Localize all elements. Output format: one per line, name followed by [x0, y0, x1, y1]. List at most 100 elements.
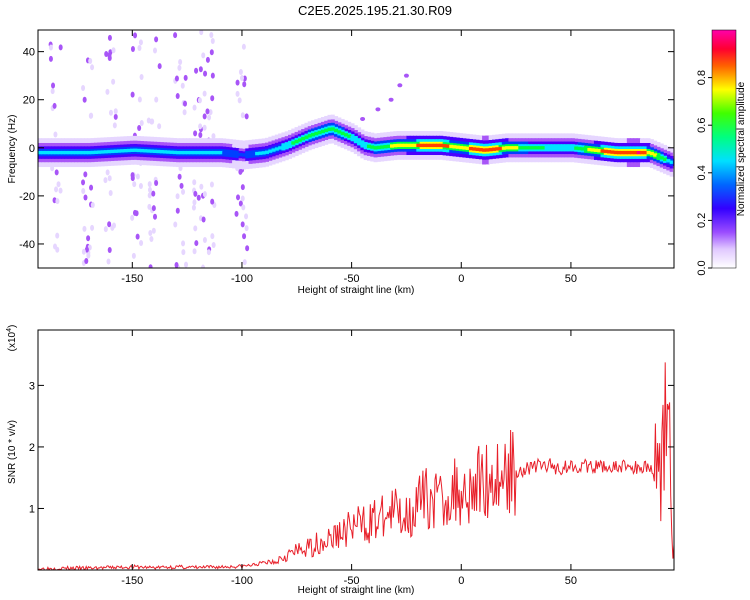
spectrogram-noise-cell [240, 221, 245, 228]
spectrogram-cell [264, 150, 269, 154]
spectrogram-cell [656, 154, 661, 159]
spectrogram-cell [567, 146, 572, 150]
spectrogram-cell [57, 150, 62, 155]
spectrogram-noise-cell [244, 213, 249, 220]
spectrogram-noise-cell [137, 124, 142, 131]
x-tick-label: -50 [344, 273, 360, 285]
spectrogram-noise-cell [82, 225, 87, 232]
spectrogram-noise-cell [240, 74, 245, 81]
spectrogram-noise-cell [210, 37, 215, 44]
snr-y-ticks: 1 2 3 [29, 380, 674, 515]
spectrogram-noise-cell [58, 44, 63, 51]
y-tick-label: 3 [29, 380, 35, 392]
colorbar-tick-label: 0.6 [696, 118, 708, 133]
spectrogram-noise-cell [53, 243, 58, 250]
snr-x-axis-label: Height of straight line (km) [298, 585, 415, 596]
spectrogram-cell [199, 150, 204, 155]
spectrogram-noise-cell [113, 113, 118, 120]
spectrogram-noise-cell [240, 112, 245, 119]
spectrogram-cell [218, 150, 223, 155]
colorbar-ticks: 0.0 0.2 0.4 0.6 0.8 [696, 70, 712, 276]
spectrogram-cell [357, 140, 362, 144]
spectrogram-cell [139, 148, 144, 153]
spectrogram-noise-cell [244, 113, 249, 120]
spectrogram-cell [44, 150, 49, 155]
colorbar-label: Normalized spectral amplitude [736, 81, 747, 216]
spectrogram-cell [350, 136, 355, 140]
spectrogram-cell [380, 145, 385, 149]
spectrogram-panel: -150 -100 -50 0 50 -40 -20 0 20 40 Height of str… [7, 29, 675, 296]
spectrogram-noise-cell [147, 192, 152, 199]
spectrogram-cell [153, 149, 158, 154]
spectrogram-cell [386, 144, 391, 149]
spectrogram-noise-cell [81, 248, 86, 255]
spectrogram-noise-cell [157, 63, 162, 70]
spectrogram-cell [600, 149, 605, 153]
spectrogram-noise-cell [173, 32, 178, 39]
spectrogram-cell [169, 150, 174, 154]
spectrogram-cell [383, 145, 388, 149]
spectrogram-cell [501, 146, 506, 150]
spectrogram-cell [554, 146, 559, 150]
spectrogram-noise-cell [210, 72, 215, 79]
spectrogram-cell [436, 143, 441, 148]
spectrogram-noise-cell [174, 75, 179, 82]
spectrogram-noise-cell [209, 31, 214, 38]
spectrogram-noise-cell [234, 210, 239, 217]
spectrogram-cell [255, 151, 260, 156]
spectrogram-cell [222, 151, 227, 155]
spectrogram-noise-cell [90, 224, 95, 231]
spectrogram-cell [317, 130, 322, 135]
spectrogram-cell [103, 150, 108, 154]
spectrogram-cell [416, 143, 421, 148]
spectrogram-frame [37, 29, 675, 269]
spectrogram-cell [551, 146, 556, 150]
colorbar-tick-label: 0.0 [696, 260, 708, 275]
spectrogram-noise-cell [54, 186, 59, 193]
spectrogram-noise-cell [81, 187, 86, 194]
spectrogram-noise-cell [183, 100, 188, 107]
spectrogram-cell [146, 149, 151, 153]
spectrogram-noise-cell [154, 179, 159, 186]
spectrogram-cell [248, 152, 253, 156]
spectrogram-noise-cell [83, 194, 88, 201]
spectrogram-noise-cell [108, 190, 113, 197]
spectrogram-cell [672, 160, 674, 164]
spectrogram-noise-cell [86, 235, 91, 242]
spectrogram-noise-cell [235, 90, 240, 97]
spectrogram-noise-cell [178, 58, 183, 65]
spectrogram-cell [61, 150, 66, 155]
spectrogram-cell [97, 150, 102, 154]
spectrogram-noise-cell [138, 183, 143, 190]
spectrogram-cell [626, 150, 631, 155]
spectrogram-cell [426, 143, 431, 148]
spectrogram-cell [225, 151, 230, 155]
spectrogram-cell [633, 150, 638, 155]
spectrogram-cell [202, 150, 207, 155]
colorbar-tick-label: 0.2 [696, 213, 708, 228]
spectrogram-noise-cell [202, 237, 207, 244]
spectrogram-noise-cell [199, 183, 204, 190]
spectrogram-noise-cell [108, 109, 113, 116]
spectrogram-noise-cell [139, 120, 144, 127]
spectrogram-noise-cell [202, 191, 207, 198]
spectrogram-noise-cell [194, 67, 199, 74]
spectrogram-cell [475, 147, 480, 152]
spectrogram-noise-cell [138, 39, 143, 46]
spectrogram-noise-cell [209, 181, 214, 188]
spectrogram-cell [87, 150, 92, 155]
spectrogram-noise-cell [107, 52, 112, 59]
spectrogram-noise-cell [151, 205, 156, 212]
spectrogram-cell [176, 150, 181, 155]
spectrogram-cell [518, 146, 523, 150]
spectrogram-cell [666, 159, 671, 163]
spectrogram-noise-cell [205, 108, 210, 115]
spectrogram-noise-cell [83, 171, 88, 178]
spectrogram-noise-cell [51, 82, 56, 89]
spectrogram-cell [515, 146, 519, 150]
spectrogram-noise-cell [89, 184, 94, 191]
spectrogram-cell [429, 143, 434, 148]
spectrogram-cell [320, 129, 325, 134]
spectrogram-cell [462, 146, 467, 150]
colorbar: 0.0 0.2 0.4 0.6 0.8 Normalized spectral ampl… [696, 29, 747, 276]
